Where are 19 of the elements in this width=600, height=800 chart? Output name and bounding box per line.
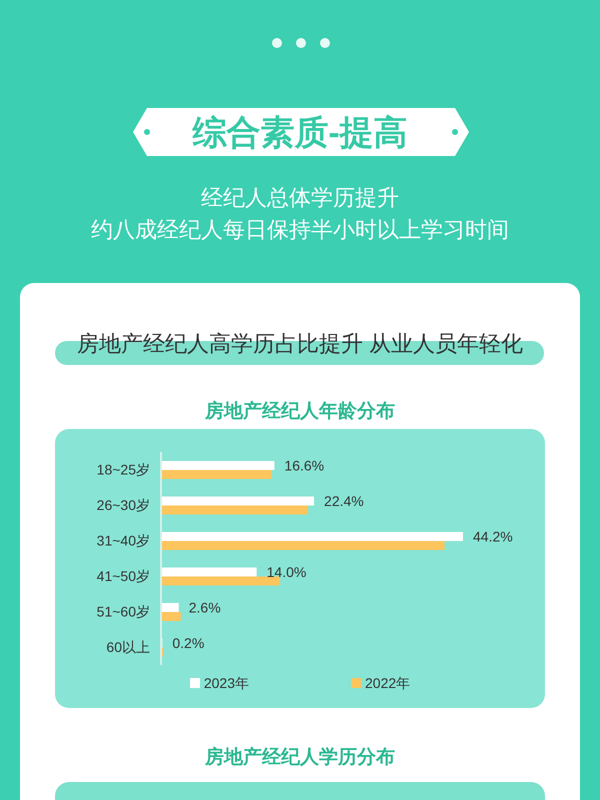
y-tick-label: 18~25岁 — [96, 462, 150, 478]
data-label: 2.6% — [188, 599, 221, 616]
data-label: 0.2% — [172, 634, 204, 651]
y-tick-label: 41~50岁 — [96, 568, 150, 584]
data-label: 44.2% — [473, 528, 513, 544]
y-tick-label: 51~60岁 — [96, 604, 150, 620]
y-tick-label: 31~40岁 — [96, 532, 150, 549]
y-tick-label: 26~30岁 — [96, 497, 150, 514]
chart-title: 房地产经纪人年龄分布 — [204, 400, 396, 424]
data-label: 14.0% — [266, 564, 306, 580]
legend-label: 2023年 — [204, 674, 249, 692]
y-tick-label: 60以上 — [106, 639, 150, 656]
text: 约八成经纪人每日保持半小时以上学习时间 — [90, 216, 510, 244]
data-label: 16.6% — [284, 457, 324, 474]
text: 综合素质-提高 — [191, 113, 409, 154]
data-label: 22.4% — [324, 492, 364, 509]
legend-label: 2022年 — [365, 674, 410, 692]
text: 房地产经纪人学历分布 — [204, 746, 396, 770]
text: 经纪人总体学历提升 — [200, 184, 400, 212]
